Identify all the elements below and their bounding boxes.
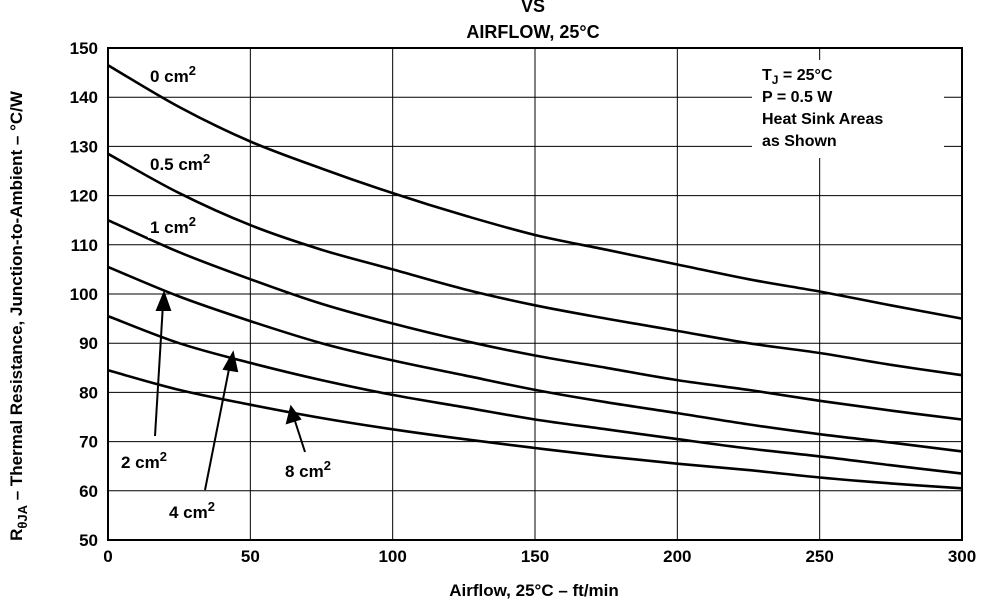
condition-as-shown: as Shown	[762, 133, 837, 150]
arrow-head-2cm2	[155, 290, 172, 311]
curve-series-5	[107, 369, 963, 490]
condition-power: P = 0.5 W	[762, 89, 833, 106]
arrow-line-4cm2	[204, 363, 231, 491]
curve-series-0	[107, 64, 963, 320]
curve-series-2	[107, 219, 963, 421]
conditions-box	[752, 60, 944, 158]
arrow-head-4cm2	[222, 350, 239, 373]
x-tick-0: 0	[103, 547, 112, 566]
chart-title-line-2: AIRFLOW, 25°C	[466, 22, 599, 42]
plot-frame	[107, 47, 963, 541]
curve-series-1	[107, 152, 963, 377]
label-bg-5	[282, 460, 350, 484]
x-tick-200: 200	[663, 547, 691, 566]
y-tick-90: 90	[79, 334, 98, 353]
x-tick-300: 300	[948, 547, 976, 566]
series-label-0-5-cm2: 0.5 cm2	[150, 151, 210, 174]
x-tick-100: 100	[378, 547, 406, 566]
tick-labels: 50 60 70 80 90 100 110 120 130 140 150 0 50 100 150 200…	[70, 39, 977, 566]
series-label-0-cm2: 0 cm2	[150, 63, 196, 86]
x-tick-250: 250	[805, 547, 833, 566]
y-tick-50: 50	[79, 531, 98, 550]
x-tick-50: 50	[241, 547, 260, 566]
label-bg-1	[148, 150, 230, 174]
series-label-4-cm2: 4 cm2	[169, 499, 215, 522]
y-tick-70: 70	[79, 433, 98, 452]
chart-title-line-1: VS	[521, 0, 545, 16]
series-label-1-cm2: 1 cm2	[150, 214, 196, 237]
label-bg-0	[148, 62, 220, 86]
condition-heat-sink: Heat Sink Areas	[762, 111, 883, 128]
label-bg-3	[118, 448, 186, 472]
x-tick-150: 150	[521, 547, 549, 566]
arrow-head-8cm2	[285, 404, 302, 425]
y-tick-150: 150	[70, 39, 98, 58]
y-tick-120: 120	[70, 187, 98, 206]
y-tick-60: 60	[79, 482, 98, 501]
series-label-8-cm2: 8 cm2	[285, 458, 331, 481]
y-tick-130: 130	[70, 137, 98, 156]
arrow-line-8cm2	[293, 417, 306, 453]
condition-tj: TJ = 25°C	[762, 67, 833, 87]
label-bg-2	[148, 214, 212, 238]
curves	[107, 64, 963, 490]
y-tick-80: 80	[79, 383, 98, 402]
y-tick-110: 110	[71, 236, 98, 255]
y-tick-100: 100	[70, 285, 98, 304]
leader-arrows	[154, 290, 306, 491]
curve-series-3	[107, 265, 963, 453]
y-tick-140: 140	[70, 88, 98, 107]
curve-series-4	[107, 314, 963, 475]
series-label-2-cm2: 2 cm2	[121, 449, 167, 472]
y-axis-label: RθJA – Thermal Resistance, Junction-to-A…	[7, 90, 30, 541]
label-bg-4	[166, 498, 234, 522]
arrow-line-2cm2	[154, 303, 164, 437]
x-axis-label: Airflow, 25°C – ft/min	[449, 581, 619, 600]
